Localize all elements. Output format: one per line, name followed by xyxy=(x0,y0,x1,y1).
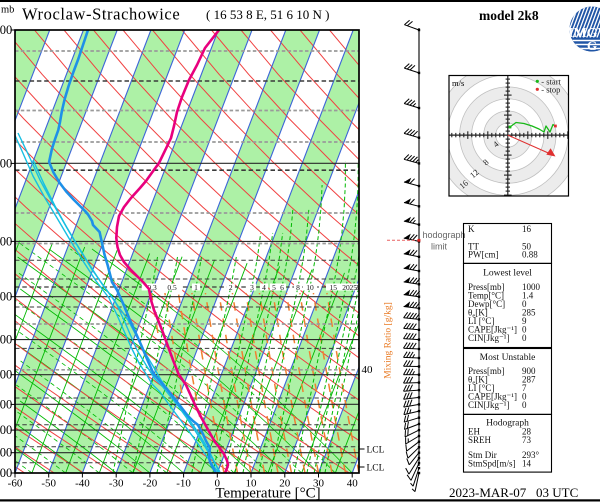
svg-text:IMGW: IMGW xyxy=(568,26,600,41)
svg-text:0: 0 xyxy=(522,392,527,402)
svg-text:285: 285 xyxy=(522,308,536,318)
svg-text:LI [°C]: LI [°C] xyxy=(468,316,494,326)
svg-text:LI [°C]: LI [°C] xyxy=(468,383,494,393)
svg-text:CAPE[Jkg⁻¹]: CAPE[Jkg⁻¹] xyxy=(468,392,517,402)
svg-text:-30: -30 xyxy=(109,478,124,490)
svg-text:Hodograph: Hodograph xyxy=(486,419,529,429)
svg-text:0.3: 0.3 xyxy=(147,283,157,292)
svg-text:50: 50 xyxy=(522,242,532,252)
svg-text:28: 28 xyxy=(522,427,532,437)
svg-text:limit: limit xyxy=(431,242,447,252)
svg-text:700: 700 xyxy=(0,397,12,411)
svg-text:StmSpd[m/s]: StmSpd[m/s] xyxy=(468,459,516,469)
svg-text:25: 25 xyxy=(349,283,357,292)
svg-text:14: 14 xyxy=(522,459,532,469)
svg-text:293°: 293° xyxy=(522,450,540,460)
svg-text:10: 10 xyxy=(306,283,314,292)
svg-text:Temperature [°C]: Temperature [°C] xyxy=(215,486,320,502)
svg-text:600: 600 xyxy=(0,368,12,382)
svg-text:CAPE[Jkg⁻¹]: CAPE[Jkg⁻¹] xyxy=(468,325,517,335)
svg-text:6: 6 xyxy=(280,283,284,292)
svg-text:SREH: SREH xyxy=(468,435,492,445)
svg-text:Most Unstable: Most Unstable xyxy=(480,353,536,363)
svg-text:900: 900 xyxy=(0,446,12,460)
svg-text:Press[mb]: Press[mb] xyxy=(468,366,505,376)
svg-text:hodograph: hodograph xyxy=(423,230,466,240)
svg-text:0: 0 xyxy=(522,333,527,343)
svg-text:7: 7 xyxy=(522,383,527,393)
svg-text:0: 0 xyxy=(522,325,527,335)
svg-text:LCL: LCL xyxy=(367,446,385,456)
svg-text:4: 4 xyxy=(262,283,266,292)
svg-text:m/s: m/s xyxy=(452,78,464,88)
svg-text:1000: 1000 xyxy=(522,282,541,292)
svg-text:Wroclaw-Strachowice: Wroclaw-Strachowice xyxy=(22,5,180,24)
svg-text:8: 8 xyxy=(296,283,300,292)
svg-text:model 2k8: model 2k8 xyxy=(479,8,539,23)
svg-text:- stop: - stop xyxy=(541,84,560,94)
svg-text:3: 3 xyxy=(250,283,254,292)
svg-text:PW[cm]: PW[cm] xyxy=(468,250,499,260)
svg-text:2: 2 xyxy=(229,283,233,292)
svg-text:4: 4 xyxy=(491,138,501,149)
svg-text:400: 400 xyxy=(0,290,12,304)
svg-text:-60: -60 xyxy=(8,478,23,490)
svg-text:( 16 53 8 E, 51 6 10 N ): ( 16 53 8 E, 51 6 10 N ) xyxy=(206,7,330,22)
svg-text:Mixing Ratio [g/kg]: Mixing Ratio [g/kg] xyxy=(384,302,394,379)
svg-text:CIN[Jkg⁻¹]: CIN[Jkg⁻¹] xyxy=(468,333,509,343)
svg-text:0: 0 xyxy=(215,478,221,490)
svg-text:θe[K]: θe[K] xyxy=(468,308,488,320)
svg-text:0: 0 xyxy=(522,400,527,410)
svg-text:θe[K]: θe[K] xyxy=(468,375,488,387)
svg-text:1.4: 1.4 xyxy=(522,291,534,301)
svg-text:30: 30 xyxy=(355,283,363,292)
svg-text:40: 40 xyxy=(347,478,359,490)
svg-text:LCL: LCL xyxy=(367,464,385,474)
svg-text:0: 0 xyxy=(522,299,527,309)
svg-text:K: K xyxy=(468,224,475,234)
svg-text:0.88: 0.88 xyxy=(522,250,538,260)
svg-text:10: 10 xyxy=(246,478,258,490)
svg-text:40: 40 xyxy=(362,364,374,376)
svg-text:TT: TT xyxy=(468,242,479,252)
svg-text:16: 16 xyxy=(522,224,532,234)
svg-text:Press[mb]: Press[mb] xyxy=(468,282,505,292)
svg-text:20: 20 xyxy=(279,478,291,490)
svg-text:Dewp[°C]: Dewp[°C] xyxy=(468,299,505,309)
svg-text:-20: -20 xyxy=(143,478,158,490)
svg-text:8: 8 xyxy=(481,157,491,167)
svg-text:EH: EH xyxy=(468,427,480,437)
svg-text:1: 1 xyxy=(194,283,198,292)
svg-text:CIN[Jkg⁻¹]: CIN[Jkg⁻¹] xyxy=(468,400,509,410)
svg-text:G: G xyxy=(587,38,597,53)
svg-text:500: 500 xyxy=(0,333,12,347)
svg-text:mb: mb xyxy=(1,5,14,16)
svg-text:Lowest level: Lowest level xyxy=(483,269,532,279)
svg-text:-10: -10 xyxy=(176,478,191,490)
svg-text:15: 15 xyxy=(329,283,337,292)
svg-text:100: 100 xyxy=(0,23,12,37)
svg-text:- start: - start xyxy=(541,76,561,86)
svg-text:300: 300 xyxy=(0,234,12,248)
svg-text:30: 30 xyxy=(313,478,325,490)
svg-text:1000: 1000 xyxy=(0,466,12,480)
svg-text:-40: -40 xyxy=(75,478,90,490)
svg-text:-50: -50 xyxy=(41,478,56,490)
svg-text:5: 5 xyxy=(272,283,276,292)
svg-text:Stm Dir: Stm Dir xyxy=(468,450,497,460)
svg-text:800: 800 xyxy=(0,423,12,437)
svg-text:Temp[°C]: Temp[°C] xyxy=(468,291,504,301)
svg-text:287: 287 xyxy=(522,375,536,385)
svg-text:2023-MAR-07 03 UTC: 2023-MAR-07 03 UTC xyxy=(449,485,578,500)
svg-text:900: 900 xyxy=(522,366,536,376)
svg-text:9: 9 xyxy=(522,316,527,326)
svg-text:200: 200 xyxy=(0,156,12,170)
svg-text:0.5: 0.5 xyxy=(167,283,177,292)
svg-text:20: 20 xyxy=(342,283,350,292)
svg-text:73: 73 xyxy=(522,435,532,445)
